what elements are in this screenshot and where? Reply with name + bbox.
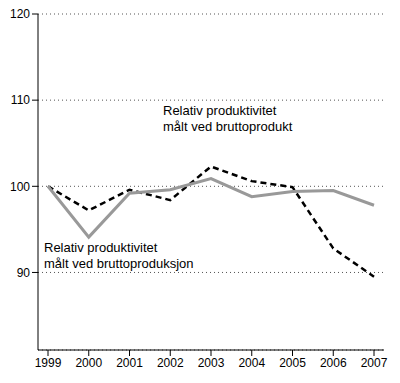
html-text:Relativ produktivitet: Relativ produktivitet (44, 240, 158, 255)
svg-text:90: 90 (17, 266, 31, 280)
svg-text:2004: 2004 (238, 356, 265, 370)
svg-text:2001: 2001 (116, 356, 143, 370)
html-text:målt ved bruttoproduksjon: målt ved bruttoproduksjon (44, 256, 194, 271)
svg-text:2005: 2005 (279, 356, 306, 370)
svg-text:1999: 1999 (35, 356, 62, 370)
svg-text:2002: 2002 (157, 356, 184, 370)
svg-text:2003: 2003 (198, 356, 225, 370)
html-text:målt ved bruttoprodukt: målt ved bruttoprodukt (163, 119, 293, 134)
svg-text:2000: 2000 (75, 356, 102, 370)
svg-text:2006: 2006 (320, 356, 347, 370)
svg-text:100: 100 (10, 180, 30, 194)
svg-text:120: 120 (10, 7, 30, 21)
svg-text:110: 110 (11, 93, 30, 107)
html-text:Relativ produktivitet: Relativ produktivitet (163, 103, 277, 118)
svg-text:2007: 2007 (361, 356, 388, 370)
